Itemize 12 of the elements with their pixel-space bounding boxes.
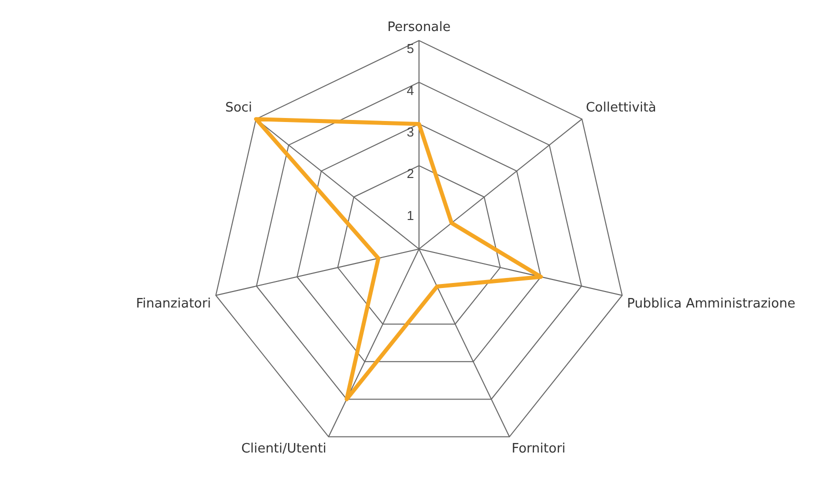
spoke-label: Fornitori (512, 441, 566, 456)
spoke-label: Collettività (586, 100, 656, 116)
y-tick-label: 1 (406, 208, 414, 223)
y-tick-label: 3 (406, 124, 414, 140)
spoke-label: Finanziatori (136, 296, 211, 312)
spoke-label: Clienti/Utenti (241, 441, 326, 456)
spoke-label: Pubblica Amministrazione (627, 296, 796, 312)
y-tick-label: 2 (406, 166, 414, 182)
y-tick-label: 5 (406, 41, 414, 56)
spoke-label: Soci (225, 100, 252, 116)
y-tick-label: 4 (406, 82, 414, 98)
spoke-label: Personale (387, 20, 451, 36)
